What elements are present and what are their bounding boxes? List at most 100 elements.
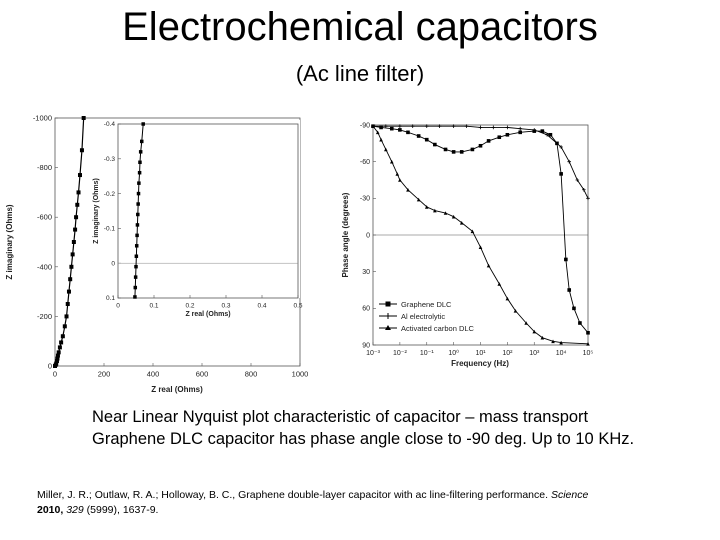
inset-data-point <box>140 139 144 144</box>
inset-x-tick-label: 0 <box>116 303 120 310</box>
phase-x-tick-label: 10² <box>502 350 513 357</box>
legend-label-graphene-dlc: Graphene DLC <box>401 300 452 309</box>
nyquist-y-tick-label: 0 <box>48 362 52 371</box>
nyquist-data-point <box>54 361 59 366</box>
nyquist-data-point <box>68 277 73 282</box>
inset-x-axis-label: Z real (Ohms) <box>185 311 230 318</box>
phase-series <box>371 124 590 346</box>
data-point-al-electrolytic <box>545 132 549 137</box>
nyquist-x-tick-label: 200 <box>98 370 111 379</box>
data-point-activated-carbon-dlc <box>424 205 429 209</box>
phase-x-axis-label: Frequency (Hz) <box>451 359 509 368</box>
data-point-activated-carbon-dlc <box>416 197 421 202</box>
phase-x-tick-label: 10¹ <box>475 350 486 357</box>
data-point-al-electrolytic <box>437 124 442 129</box>
nyquist-data-point <box>62 324 67 329</box>
inset-y-tick-label: -0.3 <box>104 156 116 163</box>
data-point-activated-carbon-dlc <box>532 329 537 334</box>
inset-x-tick-label: 0.5 <box>293 303 302 310</box>
nyquist-data-point <box>65 302 70 306</box>
nyquist-x-tick-label: 0 <box>53 370 57 379</box>
phase-x-tick-label: 10⁻² <box>393 350 407 357</box>
phase-y-tick-label: -30 <box>360 196 370 203</box>
phase-y-tick-label: -60 <box>360 159 370 166</box>
inset-x-tick-label: 0.2 <box>185 303 194 310</box>
inset-x-tick-label: 0.3 <box>221 303 230 310</box>
data-point-al-electrolytic <box>559 145 563 149</box>
caption-line-1: Near Linear Nyquist plot characteristic … <box>92 408 589 426</box>
citation-journal: Science <box>550 489 589 501</box>
data-point-activated-carbon-dlc <box>371 124 375 129</box>
inset-data-point <box>134 244 139 248</box>
nyquist-data-point <box>66 289 71 294</box>
inset-data-point <box>137 170 142 175</box>
nyquist-y-tick-label: -200 <box>37 312 52 321</box>
inset-data-point <box>136 212 140 217</box>
data-point-graphene-dlc <box>486 139 491 143</box>
nyquist-x-tick-label: 800 <box>245 370 258 379</box>
data-point-activated-carbon-dlc <box>379 137 383 142</box>
data-point-activated-carbon-dlc <box>505 296 510 301</box>
phase-y-axis-label: Phase angle (degrees) <box>341 192 350 277</box>
data-point-graphene-dlc <box>459 150 464 154</box>
data-point-graphene-dlc <box>470 147 475 152</box>
nyquist-data-point <box>60 334 65 339</box>
data-point-graphene-dlc <box>406 130 410 135</box>
phase-angle-plot: 10⁻³ 10⁻² 10⁻¹ 10⁰ 10¹ 10² 10³ 10⁴ 10⁵ -90 -60 -30 0… <box>341 122 594 368</box>
data-point-activated-carbon-dlc <box>478 245 483 250</box>
inset-axis-ticks: 0 0.1 0.2 0.3 0.4 0.50.10-0.1-0.2-0.3-0.4 <box>104 121 303 309</box>
phase-y-tick-label: 90 <box>362 342 370 349</box>
phase-x-tick-label: 10⁴ <box>556 350 567 357</box>
phase-x-tick-label: 10⁻¹ <box>420 350 434 357</box>
phase-x-tick-label: 10⁰ <box>448 349 459 357</box>
inset-data-point <box>137 181 141 185</box>
data-point-graphene-dlc <box>497 135 502 140</box>
data-point-activated-carbon-dlc <box>398 178 402 182</box>
data-point-activated-carbon-dlc <box>406 187 410 192</box>
inset-y-tick-label: -0.2 <box>104 191 116 198</box>
nyquist-data-point <box>70 252 75 257</box>
series-line-activated-carbon-dlc <box>372 125 589 345</box>
inset-data-point <box>136 191 141 196</box>
nyquist-data-point <box>74 215 79 220</box>
data-point-activated-carbon-dlc <box>513 308 518 313</box>
data-point-activated-carbon-dlc <box>443 211 448 215</box>
nyquist-data-point <box>81 116 86 120</box>
data-point-al-electrolytic <box>424 124 429 129</box>
caption: Near Linear Nyquist plot characteristic … <box>92 406 712 450</box>
data-point-graphene-dlc <box>389 126 394 131</box>
data-point-al-electrolytic <box>575 178 580 182</box>
data-point-activated-carbon-dlc <box>384 147 388 152</box>
phase-axis-ticks: 10⁻³ 10⁻² 10⁻¹ 10⁰ 10¹ 10² 10³ 10⁴ 10⁵ -90 -60 -30 0… <box>360 122 594 357</box>
data-point-activated-carbon-dlc <box>559 340 563 345</box>
nyquist-data-point <box>59 340 64 345</box>
inset-markers <box>133 122 145 299</box>
data-point-graphene-dlc <box>559 172 563 176</box>
nyquist-axis-ticks: 0 200 400 600 800 1000 0 -200 -400 -600 -800 -1000 <box>33 114 309 379</box>
data-point-graphene-dlc <box>478 143 483 148</box>
data-point-graphene-dlc <box>586 330 590 335</box>
inset-data-point <box>138 150 143 154</box>
phase-y-tick-label: 0 <box>366 232 370 239</box>
inset-data-point <box>138 160 142 165</box>
nyquist-x-tick-label: 1000 <box>292 370 309 379</box>
data-point-al-electrolytic <box>567 159 572 164</box>
data-point-activated-carbon-dlc <box>586 341 590 346</box>
caption-line-2: Graphene DLC capacitor has phase angle c… <box>92 430 635 448</box>
legend-label-al-electrolytic: Al electrolytic <box>401 312 445 321</box>
data-point-graphene-dlc <box>572 306 576 311</box>
nyquist-data-point <box>71 240 76 244</box>
phase-x-tick-label: 10⁻³ <box>366 350 380 357</box>
data-point-activated-carbon-dlc <box>375 130 380 135</box>
phase-x-tick-label: 10³ <box>529 350 540 357</box>
inset-data-point <box>135 223 140 227</box>
data-point-al-electrolytic <box>451 124 456 129</box>
inset-y-tick-label: 0.1 <box>106 295 115 302</box>
nyquist-y-axis-label: Z imaginary (Ohms) <box>5 204 14 279</box>
phase-y-tick-label: -90 <box>360 122 370 129</box>
inset-data-point <box>134 254 139 258</box>
inset-y-tick-label: -0.1 <box>104 226 116 233</box>
inset-data-point <box>136 202 140 206</box>
nyquist-data-point <box>77 173 82 178</box>
inset-x-tick-label: 0.4 <box>257 303 266 310</box>
